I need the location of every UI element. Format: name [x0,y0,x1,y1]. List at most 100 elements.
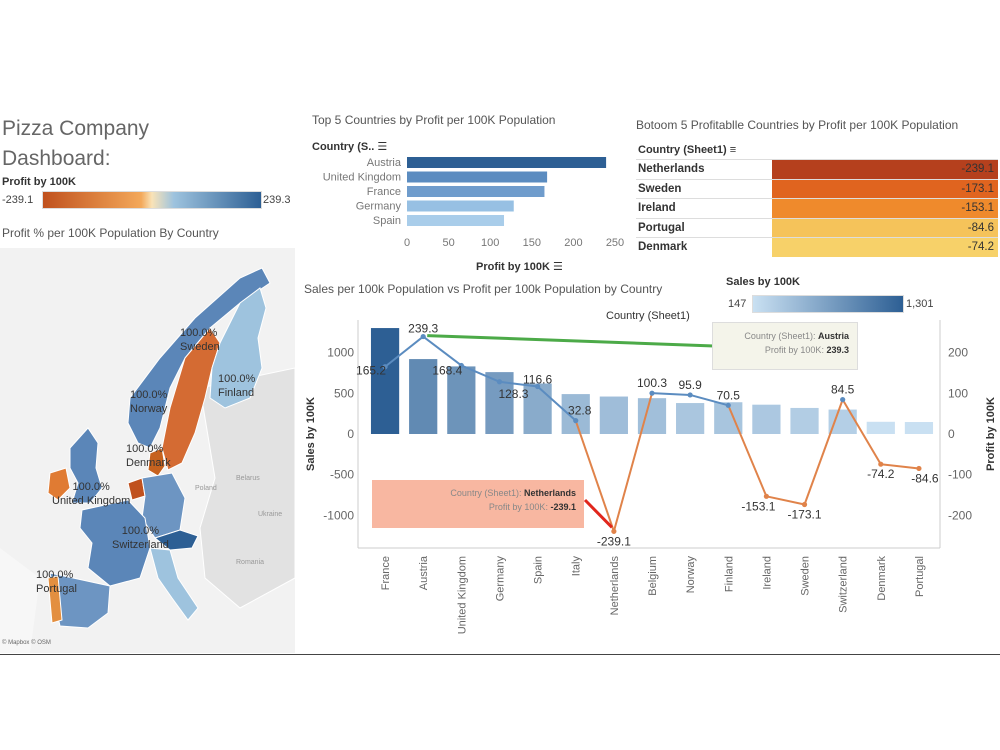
left-tick-label: -500 [330,468,354,482]
left-tick-label: 500 [334,386,354,400]
country-sweden [161,327,221,471]
top5-tick-label: 50 [442,237,454,249]
profit-data-label: 95.9 [678,378,702,392]
country-portugal [47,575,63,624]
profit-line-segment [612,392,653,532]
top5-tick-label: 100 [481,237,499,249]
top5-axis-title[interactable]: Profit by 100K ☰ [476,261,563,273]
profit-legend-title: Profit by 100K [2,176,76,188]
sales-bar [523,383,552,434]
sales-legend-gradient [752,295,904,313]
profit-point [496,379,503,385]
map-label-portugal: 100.0% Portugal [36,569,77,595]
map-label-switzerland: 100.0% Switzerland [112,525,169,551]
profit-legend-min: -239.1 [2,194,34,206]
sort-icon[interactable]: ☰ [553,261,563,273]
x-category-label: Portugal [914,556,926,597]
country-finland [209,287,267,409]
right-tick-label: -100 [948,468,972,482]
x-category-label: Ireland [761,556,773,590]
profit-point [573,418,579,424]
top5-bar [407,157,607,168]
profit-data-label: 165.2 [356,364,386,378]
sort-icon[interactable]: ≡ [729,144,737,156]
profit-data-label: 84.5 [831,383,855,397]
sales-bar [599,396,628,434]
map-label-finland: 100.0% Finland [218,373,256,399]
map-label-uk: 100.0% United Kingdom [52,481,131,507]
top5-tick-label: 0 [404,237,410,249]
left-axis-title: Sales by 100K [305,397,317,471]
sales-bar [828,409,857,434]
profit-point [535,383,541,390]
top5-tick-label: 200 [564,237,582,249]
x-category-label: France [380,556,392,590]
profit-point [420,333,426,340]
sales-bar [409,359,438,434]
bottom5-row[interactable]: Denmark -74.2 [636,237,998,257]
top5-bar [407,200,514,212]
bottom5-table: Netherlands -239.1 Sweden -173.1 Ireland -153… [636,159,998,257]
bottom5-country: Sweden [638,182,682,195]
basemap-label-ukraine: Ukraine [258,511,282,518]
profit-data-label: 168.4 [432,363,462,377]
bottom5-row[interactable]: Portugal -84.6 [636,217,998,237]
sales-legend-min: 147 [728,298,747,310]
bottom5-value: -153.1 [772,199,998,218]
bottom5-header[interactable]: Country (Sheet1) ≡ [638,144,737,156]
bottom5-row[interactable]: Netherlands -239.1 [636,159,998,179]
x-category-label: Austria [418,555,430,590]
x-category-label: United Kingdom [456,556,468,634]
profit-line-segment [460,364,500,383]
bottom5-row[interactable]: Ireland -153.1 [636,198,998,218]
x-category-label: Belgium [647,556,659,596]
europe-map[interactable]: Poland Belarus Ukraine Romania 100.0% Swe… [0,248,296,653]
country-france [79,499,151,587]
profit-line-segment [422,335,462,367]
profit-data-label: -239.1 [597,534,631,548]
bottom5-country: Denmark [638,241,688,253]
sales-bar [904,422,934,434]
top5-category-label: Spain [373,215,401,227]
country-ireland [47,467,71,501]
profit-line-segment [574,420,615,532]
top5-title: Top 5 Countries by Profit per 100K Popul… [312,113,556,127]
tooltip-connector-austria [427,334,715,348]
profit-point [878,461,884,467]
profit-point [725,402,731,408]
basemap-label-romania: Romania [236,559,264,566]
bottom5-row[interactable]: Sweden -173.1 [636,178,998,198]
profit-point [458,362,464,369]
sales-bar [676,403,705,434]
top5-category-label: France [367,186,401,198]
x-category-label: Denmark [876,556,888,601]
left-tick-label: 0 [347,427,354,441]
x-category-label: Sweden [800,556,812,596]
bottom5-country: Portugal [638,221,685,234]
x-category-label: Norway [685,556,697,594]
x-category-label: Italy [571,556,583,577]
map-title: Profit % per 100K Population By Country [2,226,219,240]
profit-point [801,501,808,508]
right-tick-label: 200 [948,346,968,360]
profit-point [916,465,922,472]
top5-tick-label: 150 [523,237,541,249]
top5-category-label: Austria [367,157,402,169]
top5-header[interactable]: Country (S.. ☰ [312,141,388,153]
country-italy [149,547,199,621]
bottom5-value: -74.2 [772,238,998,257]
map-label-denmark: 100.0% Denmark [126,443,171,469]
profit-data-label: 70.5 [717,388,741,402]
profit-data-label: 239.3 [408,322,438,336]
sort-icon[interactable]: ☰ [377,141,388,153]
tooltip-austria: Country (Sheet1): Austria Profit by 100K… [712,322,858,370]
sales-bar [561,394,590,434]
basemap-sea [0,548,40,653]
x-category-label: Germany [494,556,506,602]
top5-bar [407,171,548,183]
profit-data-label: 100.3 [637,376,667,390]
bottom5-country: Netherlands [638,163,705,175]
profit-line-segment [727,404,768,497]
country-austria [153,529,199,551]
bottom5-title: Botoom 5 Profitablle Countries by Profit… [636,118,959,132]
